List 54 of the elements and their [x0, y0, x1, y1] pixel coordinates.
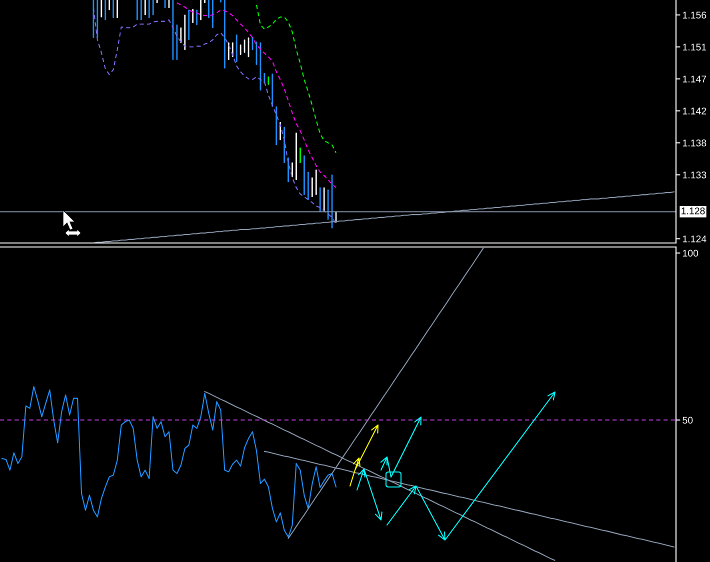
candlestick — [100, 0, 102, 18]
line-series — [176, 2, 337, 188]
candlestick — [152, 0, 154, 16]
candlestick — [331, 174, 333, 228]
y-tick-label: 1.156 — [682, 12, 706, 19]
line-series — [92, 7, 337, 224]
candlestick — [248, 37, 250, 58]
candlestick — [323, 187, 325, 212]
candlestick — [228, 42, 230, 60]
y-tick-label: 1.147 — [682, 76, 706, 82]
candlestick — [268, 76, 270, 85]
candlestick — [315, 170, 317, 195]
candlestick — [180, 28, 182, 43]
y-tick-label: 1.138 — [682, 140, 706, 146]
candlestick — [92, 0, 94, 38]
candlestick — [148, 0, 150, 18]
candlestick — [319, 187, 321, 212]
candlestick — [184, 14, 186, 50]
candlestick — [284, 126, 286, 163]
ref-line-label: 1.128 — [682, 207, 705, 214]
candlestick — [307, 172, 309, 200]
candlestick — [236, 34, 238, 62]
line-series — [1, 386, 337, 538]
candlestick — [276, 106, 278, 146]
candlestick — [104, 0, 106, 20]
candlestick — [252, 36, 254, 50]
candlestick — [172, 0, 174, 60]
candlestick — [156, 0, 158, 4]
candlestick — [168, 0, 170, 8]
candlestick — [327, 190, 329, 220]
y-tick-label: 1.133 — [682, 172, 706, 178]
candlestick — [96, 0, 98, 38]
candlestick — [260, 42, 262, 90]
y-tick-label: 1.124 — [682, 235, 706, 242]
y-tick-label: 1.151 — [682, 44, 706, 51]
candlestick — [196, 10, 198, 26]
candlestick — [176, 24, 178, 60]
candlestick — [256, 42, 258, 65]
candlestick — [311, 177, 313, 198]
y-tick-label: 50 — [682, 416, 693, 424]
y-tick-label: 1.142 — [682, 108, 706, 114]
candlestick — [188, 10, 190, 40]
candlestick — [272, 74, 274, 107]
candlestick — [140, 0, 142, 20]
candlestick — [224, 0, 226, 68]
candlestick — [240, 44, 242, 55]
candlestick — [164, 0, 166, 8]
line-series — [256, 4, 337, 154]
candlestick — [112, 0, 114, 18]
candlestick — [144, 0, 146, 16]
y-tick-label: 100 — [682, 250, 698, 257]
candlestick — [192, 9, 194, 23]
candlestick — [244, 40, 246, 53]
candlestick — [108, 0, 110, 10]
